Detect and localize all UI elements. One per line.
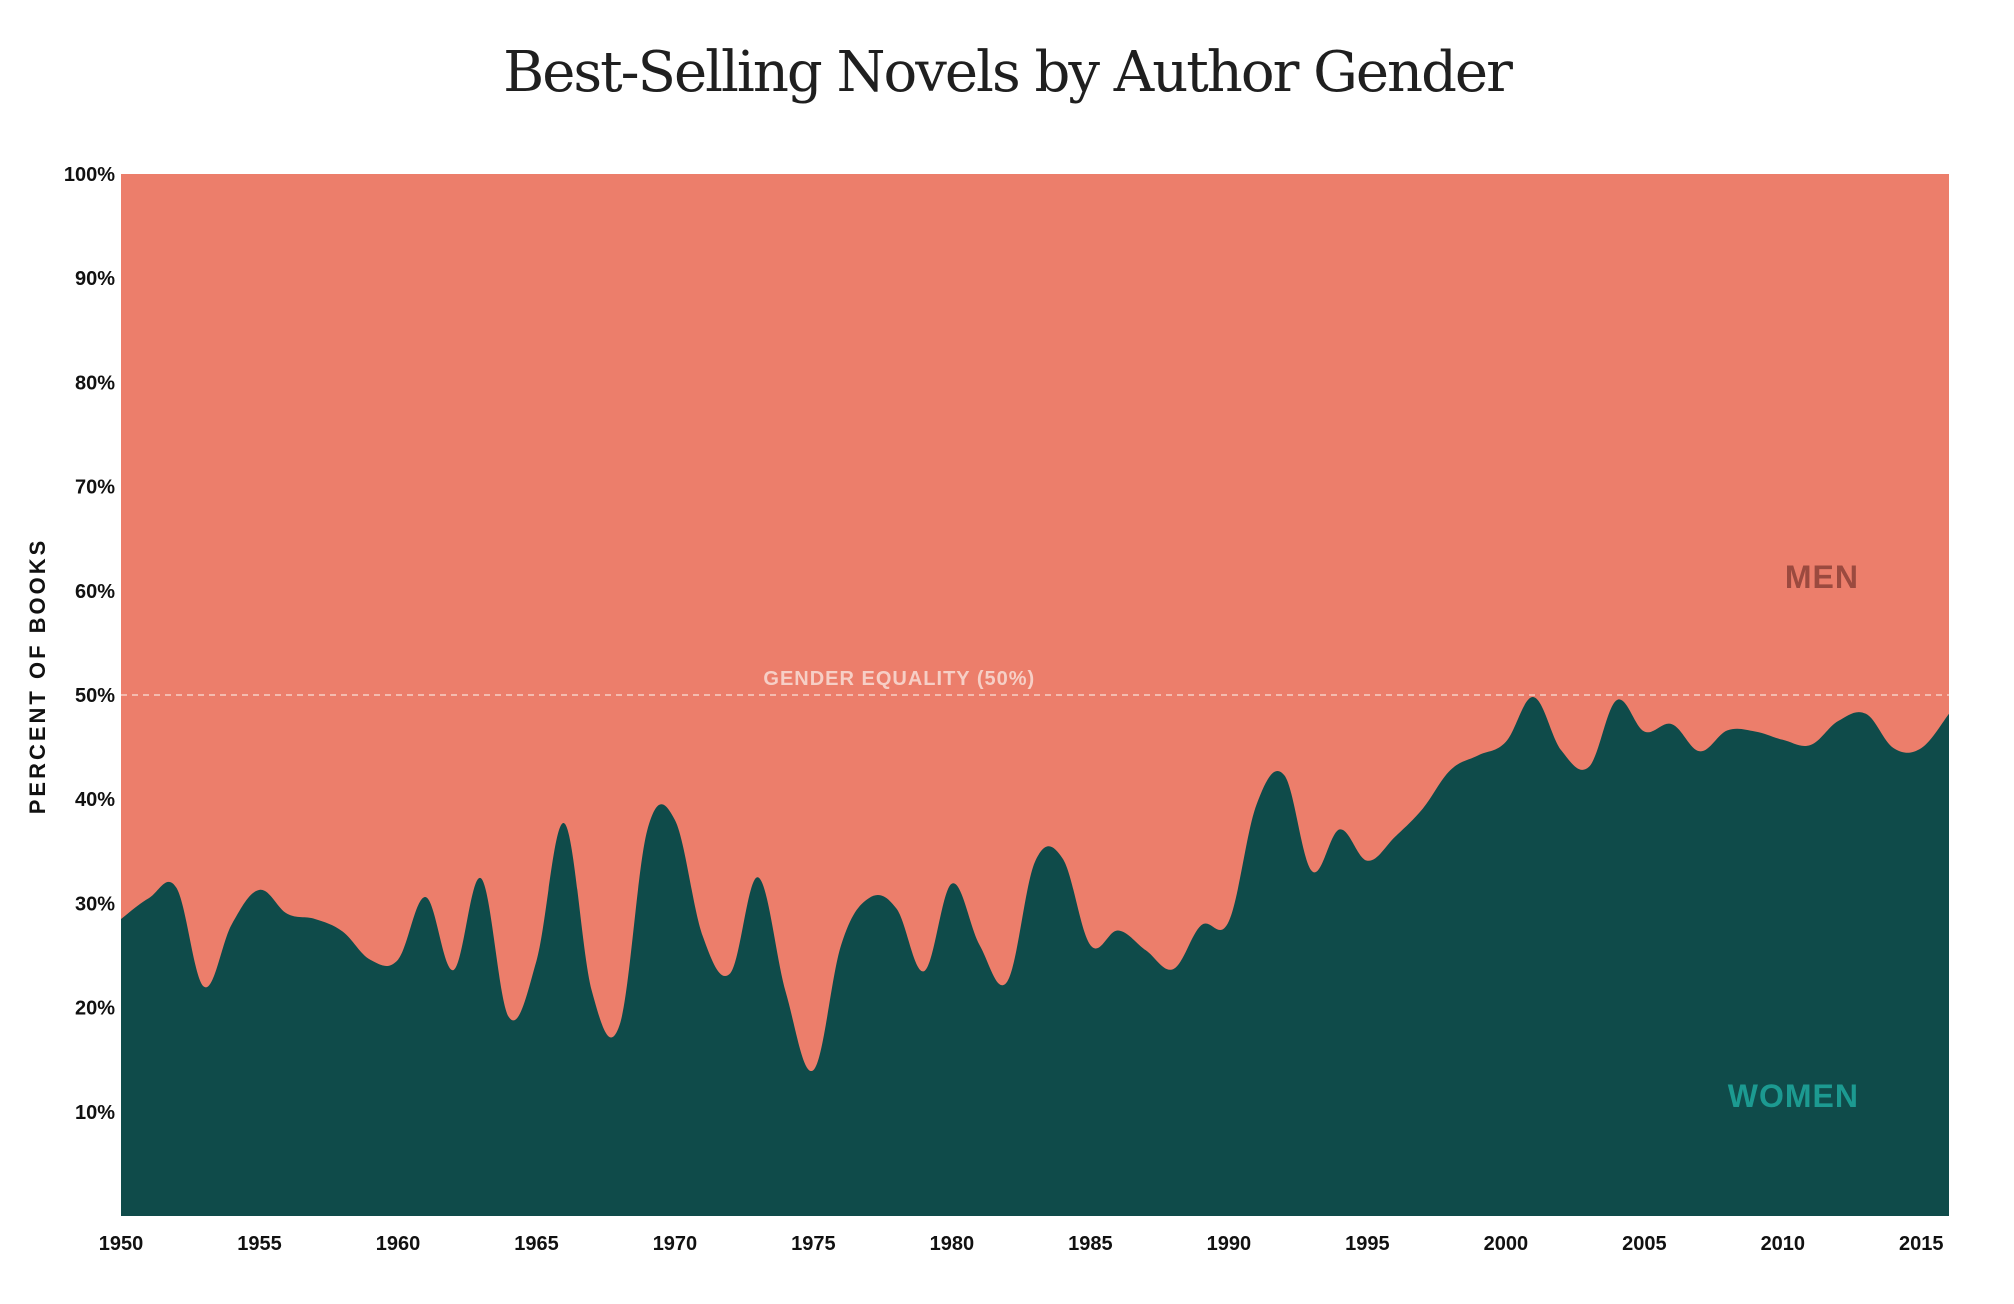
men-series-label: MEN [1785, 559, 1859, 595]
x-axis-ticks: 1950 1955 1960 1965 1970 1975 1980 1985 1990 1995… [99, 1233, 1944, 1255]
x-tick-label: 1965 [514, 1233, 559, 1255]
x-tick-label: 2010 [1761, 1233, 1806, 1255]
x-tick-label: 1995 [1345, 1233, 1390, 1255]
x-tick-label: 1980 [930, 1233, 975, 1255]
chart-title: Best-Selling Novels by Author Gender [503, 40, 1513, 105]
y-axis-label: PERCENT OF BOOKS [25, 538, 50, 815]
x-tick-label: 1970 [653, 1233, 698, 1255]
x-tick-label: 1990 [1207, 1233, 1252, 1255]
y-tick-label: 40% [75, 789, 115, 811]
x-tick-label: 1960 [376, 1233, 421, 1255]
x-tick-label: 1950 [99, 1233, 144, 1255]
y-tick-label: 60% [75, 581, 115, 603]
x-tick-label: 2005 [1622, 1233, 1667, 1255]
y-tick-label: 90% [75, 268, 115, 290]
x-tick-label: 1975 [791, 1233, 836, 1255]
x-tick-label: 2000 [1484, 1233, 1529, 1255]
women-area [121, 697, 1949, 1216]
y-tick-label: 10% [75, 1102, 115, 1124]
x-tick-label: 1985 [1068, 1233, 1113, 1255]
y-tick-label: 70% [75, 477, 115, 499]
y-tick-label: 20% [75, 998, 115, 1020]
x-tick-label: 2015 [1899, 1233, 1944, 1255]
x-tick-label: 1955 [237, 1233, 282, 1255]
y-tick-label: 80% [75, 372, 115, 394]
y-tick-label: 100% [64, 164, 115, 186]
gender-equality-label: GENDER EQUALITY (50%) [763, 668, 1035, 690]
women-series-label: WOMEN [1728, 1078, 1859, 1114]
y-tick-label: 30% [75, 893, 115, 915]
y-tick-label: 50% [75, 685, 115, 707]
y-axis-ticks: 10% 20% 30% 40% 50% 60% 70% 80% 90% 100% [64, 164, 115, 1124]
